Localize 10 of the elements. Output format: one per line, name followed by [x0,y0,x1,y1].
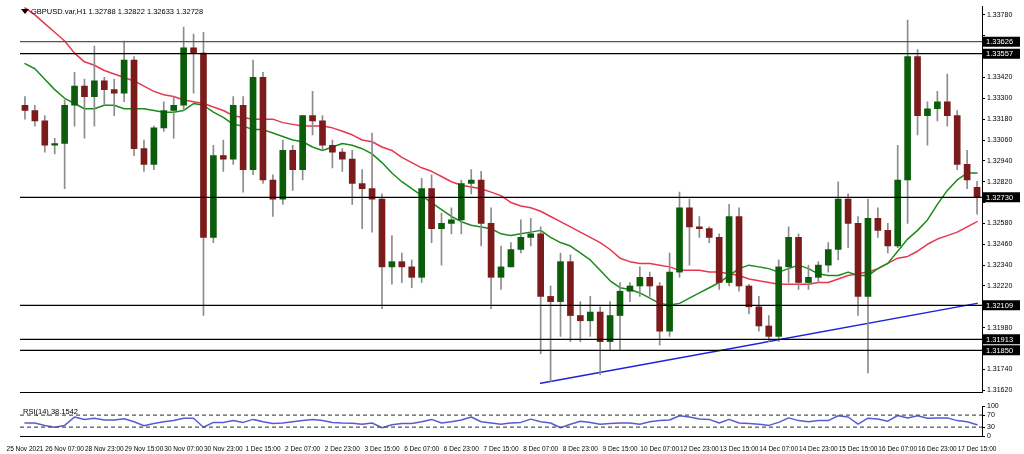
candlestick [398,252,406,283]
candlestick [170,96,178,139]
candlestick [110,78,118,117]
candlestick [527,217,535,247]
candlestick [586,296,594,337]
candlestick [388,235,396,285]
candlestick [51,137,59,155]
candlestick [358,169,366,229]
candlestick [219,139,227,172]
candlestick [467,169,475,195]
